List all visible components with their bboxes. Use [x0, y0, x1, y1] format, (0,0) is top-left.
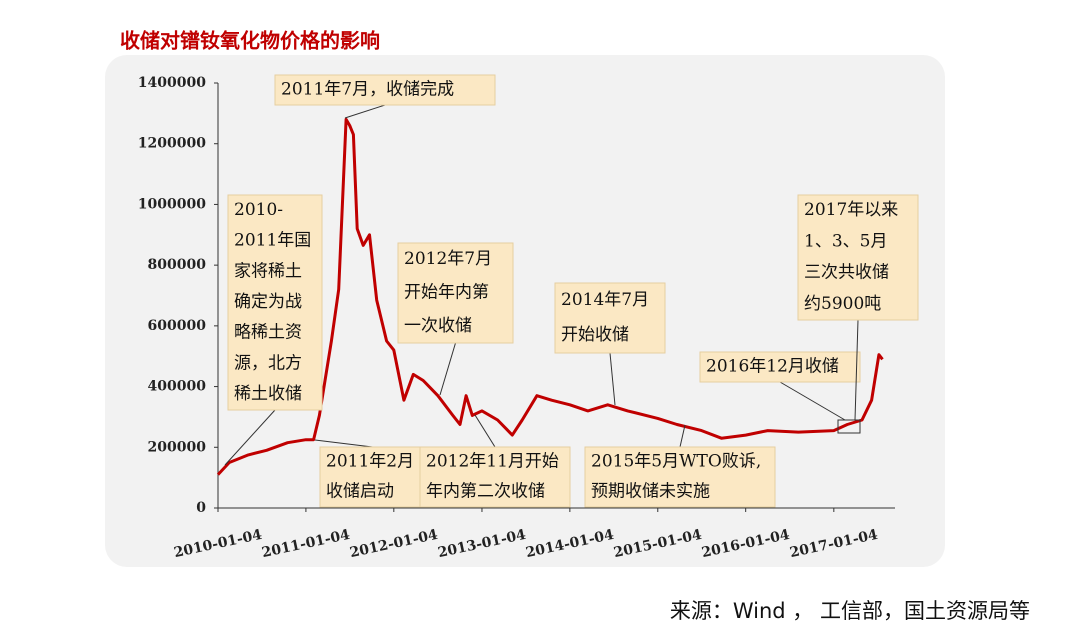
annotation-box	[274, 74, 496, 106]
source: 来源：Wind ， 工信部，国土资源局等	[670, 599, 1030, 623]
annotation-text: 2010-	[234, 200, 283, 220]
y-tick-label: 600000	[148, 318, 207, 334]
annotation-text: 2012年11月开始	[426, 452, 559, 472]
annotation-text: 2015年5月WTO败诉,	[591, 452, 761, 472]
price-line	[216, 117, 884, 476]
annotation-text: 一次收储	[404, 316, 472, 336]
leader	[779, 381, 846, 421]
leader	[854, 319, 859, 421]
annotation-text: 略稀土资	[234, 323, 302, 343]
leader	[439, 342, 456, 396]
annotation-box	[227, 194, 323, 411]
annotation-text: 确定为战	[234, 292, 302, 312]
leader	[679, 424, 686, 448]
annotation-text: 家将稀土	[234, 261, 302, 281]
annotation-text: 收储启动	[326, 482, 394, 502]
y-tick-label: 400000	[148, 379, 207, 395]
annotation-text: 开始年内第	[404, 283, 489, 303]
leader	[344, 104, 386, 119]
y-tick-label: 200000	[148, 439, 207, 455]
annotation-text: 开始收储	[561, 325, 629, 345]
leader	[224, 409, 276, 466]
annotation-text: 1、3、5月	[804, 231, 887, 251]
y-tick-label: 1200000	[138, 136, 206, 152]
y-tick-label: 1400000	[138, 75, 206, 91]
annotation-text: 2012年7月	[404, 249, 492, 269]
y-tick-label: 1000000	[138, 196, 206, 212]
leader	[474, 414, 496, 448]
leader	[314, 439, 373, 448]
annotation-box	[584, 446, 776, 508]
y-tick-label: 0	[196, 500, 206, 516]
annotation-text: 2011年2月	[326, 452, 414, 472]
annotation-box	[319, 446, 426, 508]
annotation-text: 2011年国	[234, 231, 311, 251]
annotation-text: 2014年7月	[561, 290, 649, 310]
leader	[609, 352, 616, 406]
annotation-text: 源，北方	[234, 353, 302, 373]
annotation-text: 2017年以来	[804, 200, 898, 220]
annotation-text: 稀土收储	[234, 384, 302, 404]
annotation-text: 2011年7月，收储完成	[281, 80, 454, 100]
annotation-text: 2016年12月收储	[706, 357, 839, 377]
highlight-box	[837, 419, 861, 434]
annotation-box	[397, 242, 514, 344]
annotation-text: 预期收储未实施	[591, 482, 710, 502]
y-tick-label: 800000	[148, 257, 207, 273]
annotation-box	[797, 194, 919, 321]
annotation-box	[554, 282, 666, 354]
annotation-text: 约5900吨	[804, 294, 881, 314]
annotation-box	[699, 351, 861, 383]
annotation-text: 三次共收储	[804, 263, 889, 283]
chart-title: 收储对镨钕氧化物价格的影响	[120, 29, 380, 53]
annotation-box	[419, 446, 571, 508]
annotation-text: 年内第二次收储	[426, 482, 545, 502]
